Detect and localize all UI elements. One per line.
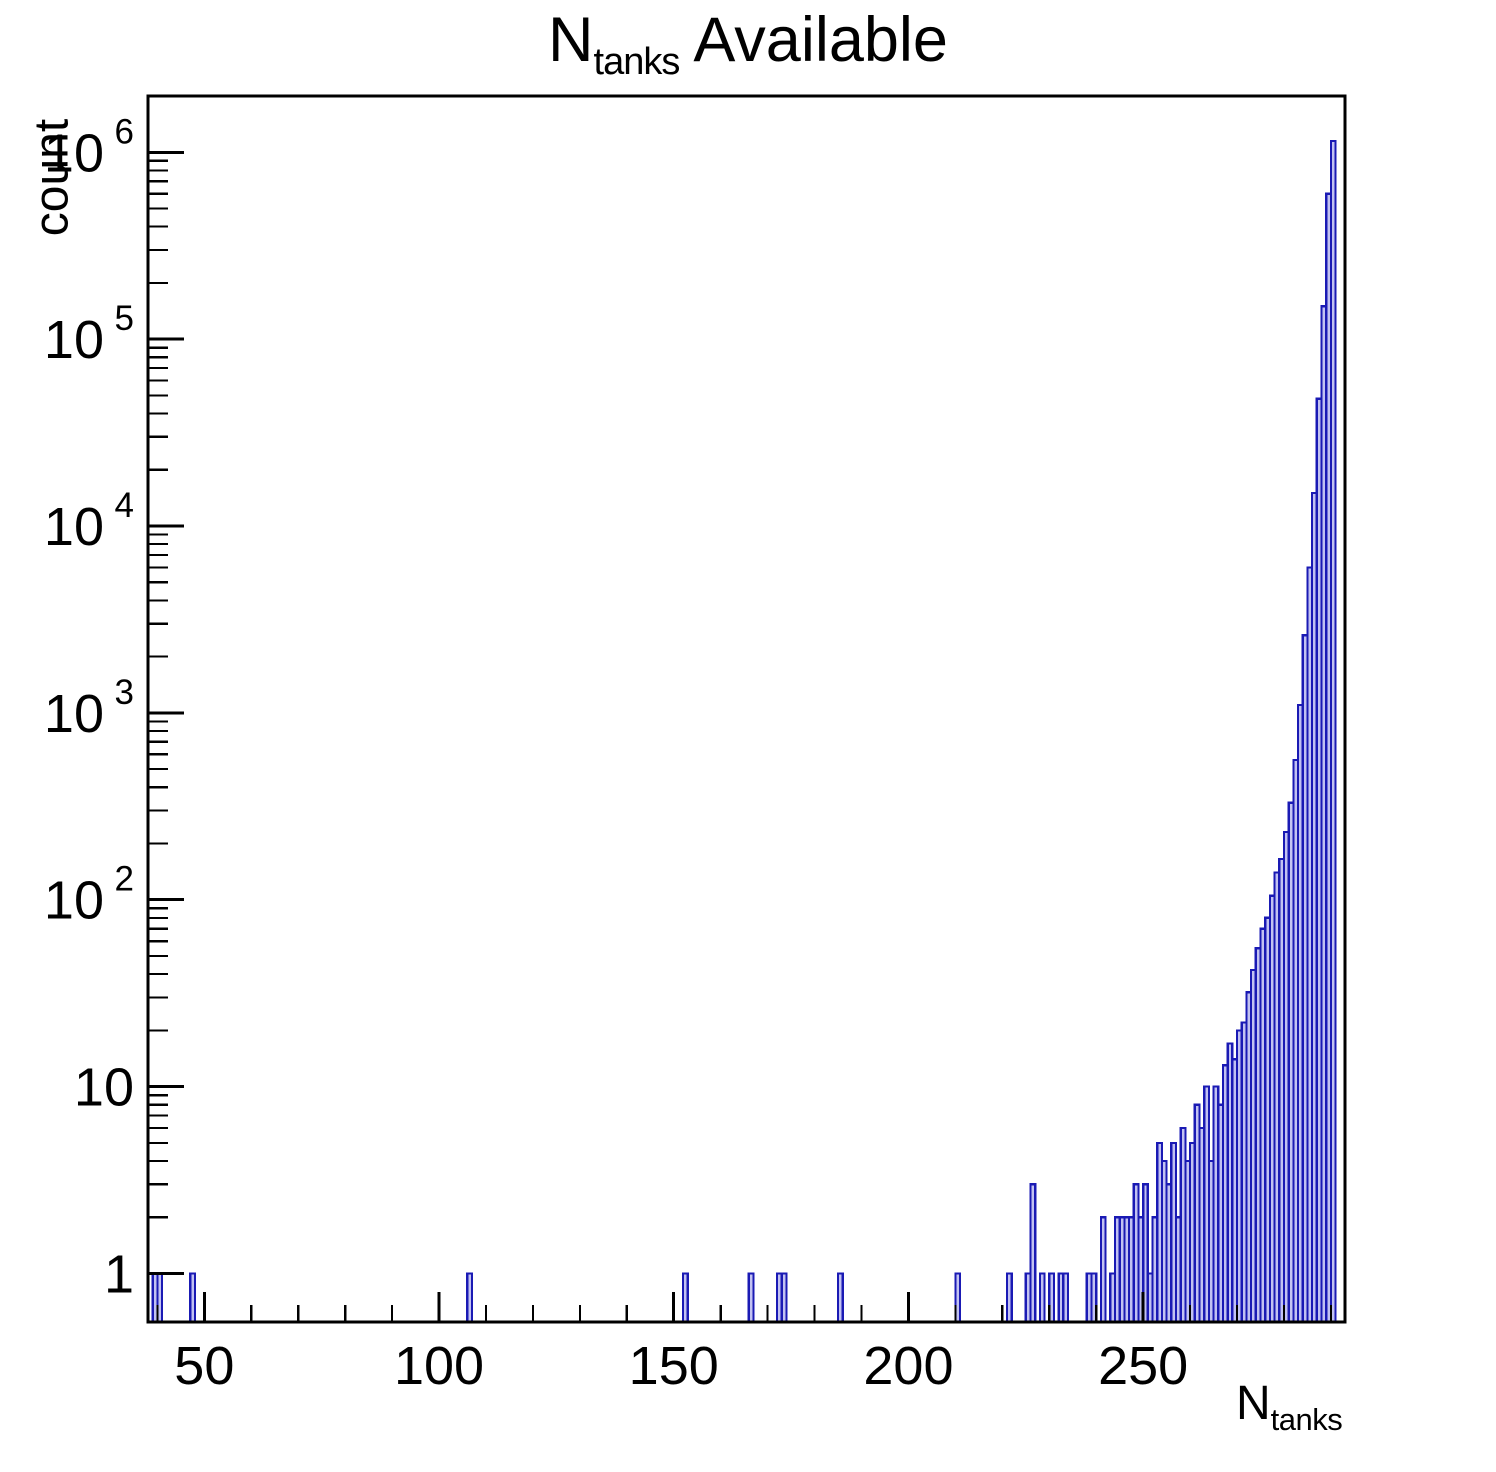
svg-text:10: 10 [74,1058,134,1118]
svg-text:4: 4 [115,486,134,525]
title-main: N [548,5,594,75]
histogram-bar [1062,1272,1070,1324]
title-subscript: tanks [593,41,681,83]
page-title: Ntanks Available [0,4,1496,83]
svg-text:10: 10 [44,684,104,744]
y-tick-label: 10 5 [44,299,134,370]
svg-text:3: 3 [115,673,134,712]
svg-text:10: 10 [44,871,104,931]
title-rest: Available [679,5,948,75]
histogram-bar [466,1272,473,1324]
svg-text:6: 6 [115,112,134,151]
x-axis-title: Ntanks [1236,1376,1343,1437]
x-axis-title-main: N [1236,1377,1271,1430]
svg-text:10: 10 [44,123,104,183]
histogram-bar [836,1272,844,1324]
histogram-bar [1005,1272,1013,1324]
svg-text:1: 1 [104,1244,134,1304]
x-axis-tick-labels: 50 100 150 200 250 [174,1336,1188,1396]
y-tick-label: 1 [104,1244,134,1304]
y-tick-label: 10 3 [44,673,134,744]
histogram-bar [682,1272,689,1324]
histogram-bar [1029,1183,1037,1324]
y-axis-tick-labels: 1 10 10 2 10 3 10 4 10 5 10 6 [44,112,134,1304]
histogram-bar [1038,1272,1046,1324]
svg-text:2: 2 [115,860,134,899]
y-tick-label: 10 2 [44,860,134,931]
x-tick-label: 200 [863,1336,953,1396]
y-axis-ticks [148,94,184,1275]
histogram-bar [189,1272,197,1324]
svg-text:5: 5 [115,299,134,338]
svg-text:10: 10 [44,310,104,370]
histogram-bar [780,1272,788,1324]
y-tick-label: 10 4 [44,486,134,557]
histogram-bar [1329,139,1337,1324]
x-tick-label: 50 [174,1336,234,1396]
y-tick-label: 10 [74,1058,134,1118]
x-tick-label: 250 [1098,1336,1188,1396]
axis-frame [146,94,1347,1324]
x-tick-label: 100 [394,1336,484,1396]
y-tick-label: 10 6 [44,112,134,183]
histogram-series [151,139,1337,1324]
histogram-bar [1099,1216,1107,1324]
x-tick-label: 150 [629,1336,719,1396]
svg-text:10: 10 [44,497,104,557]
x-axis-ticks [156,1292,1333,1322]
x-axis-title-subscript: tanks [1270,1402,1343,1437]
histogram-bar [747,1272,755,1324]
